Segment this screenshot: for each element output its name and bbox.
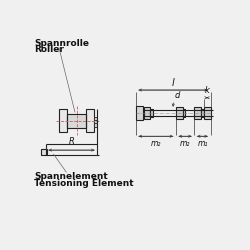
Text: k: k	[204, 86, 210, 96]
Bar	[41, 148, 46, 155]
Text: d: d	[174, 91, 180, 100]
Bar	[86, 109, 94, 132]
Text: Tensioning Element: Tensioning Element	[34, 178, 134, 188]
Bar	[136, 106, 143, 120]
Bar	[194, 107, 201, 119]
Text: m₁: m₁	[197, 139, 207, 148]
Bar	[201, 109, 203, 117]
Text: m₂: m₂	[151, 139, 161, 148]
Text: Roller: Roller	[34, 46, 64, 54]
Bar	[176, 107, 183, 119]
Bar	[67, 114, 86, 128]
Bar	[144, 107, 150, 119]
Text: R: R	[68, 137, 74, 146]
Bar	[183, 109, 185, 117]
Bar	[150, 109, 153, 117]
Bar	[94, 123, 97, 127]
Bar	[94, 117, 97, 121]
Text: Spannelement: Spannelement	[34, 172, 108, 182]
Text: l: l	[172, 78, 174, 88]
Text: m₂: m₂	[180, 139, 190, 148]
Bar	[59, 109, 67, 132]
Text: Spannrolle: Spannrolle	[34, 39, 89, 48]
Bar	[204, 107, 210, 119]
Bar	[94, 120, 97, 124]
